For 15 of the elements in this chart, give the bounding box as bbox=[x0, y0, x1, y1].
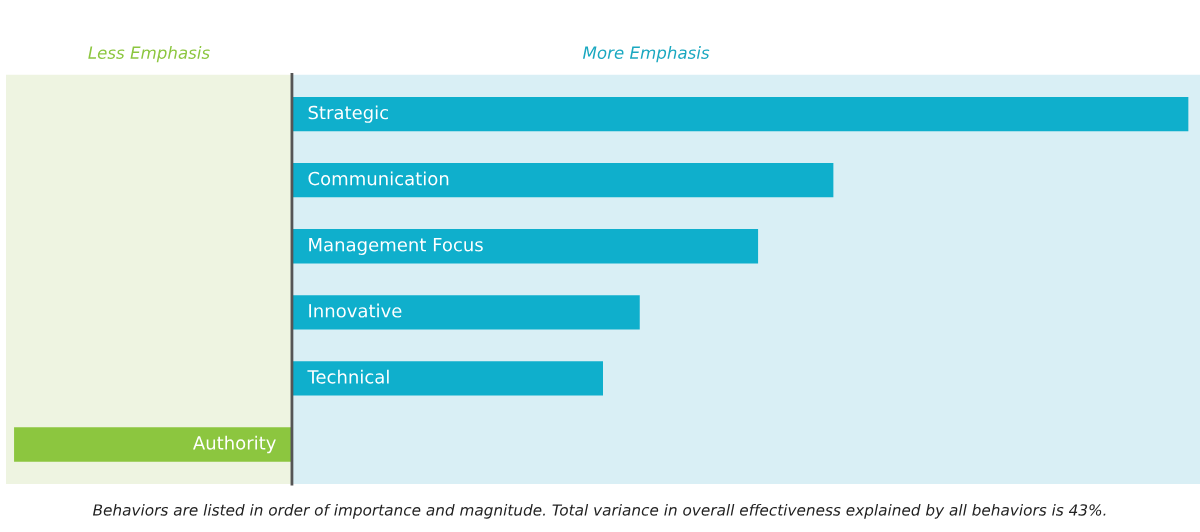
y-tick-label: Innovative bbox=[309, 303, 402, 318]
bar bbox=[291, 295, 640, 330]
bar bbox=[291, 229, 759, 264]
y-tick-label: Strategic bbox=[308, 105, 388, 123]
band-label: Less Emphasis bbox=[88, 46, 210, 63]
bar bbox=[291, 96, 1189, 132]
band-label: More Emphasis bbox=[582, 46, 710, 63]
y-tick-label: Technical bbox=[307, 369, 389, 384]
y-tick-label: Communication bbox=[308, 171, 449, 186]
y-tick-label: Management Focus bbox=[309, 238, 483, 255]
bar bbox=[291, 361, 603, 396]
text: Behaviors are listed in order of importance and magnitude. Total variance in overall effectiveness explained by all behaviors is 43%. bbox=[92, 503, 1106, 519]
bar bbox=[291, 163, 834, 198]
y-tick-label: Authority bbox=[193, 435, 276, 454]
bar bbox=[14, 427, 292, 462]
